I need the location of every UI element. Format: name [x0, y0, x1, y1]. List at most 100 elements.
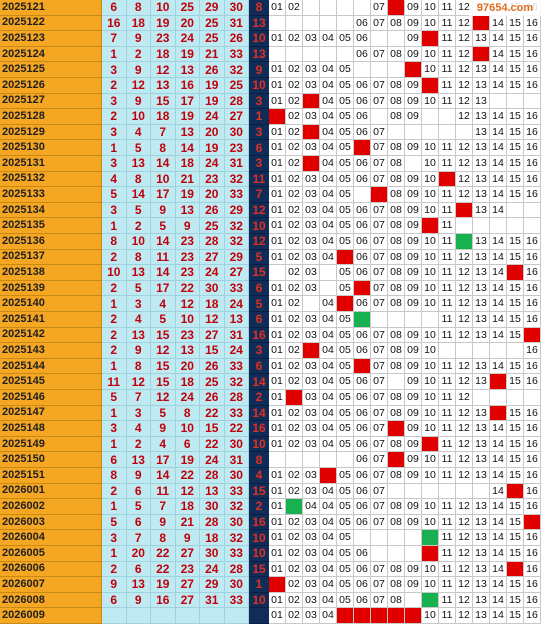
blue-ball-number: 16: [249, 514, 269, 531]
red-ball-number: 18: [126, 15, 151, 32]
trend-number-cell: 01: [269, 156, 286, 172]
red-ball-number: 10: [175, 421, 200, 437]
red-ball-number: 15: [151, 358, 176, 375]
trend-number-cell: 06: [354, 499, 371, 515]
trend-number-cell: [507, 343, 524, 359]
trend-number-cell: 04: [320, 249, 337, 266]
red-ball-number: 12: [200, 312, 225, 328]
trend-number-cell: 14: [490, 202, 507, 219]
red-ball-number: 5: [126, 280, 151, 297]
trend-number-cell: 11: [439, 280, 456, 297]
trend-number-cell: 14: [490, 530, 507, 546]
red-ball-number: 3: [102, 93, 127, 110]
trend-number-cell: 14: [490, 296, 507, 312]
trend-number-cell: 03: [303, 202, 320, 219]
red-ball-number: 32: [224, 171, 249, 188]
red-ball-number: 22: [224, 421, 249, 437]
trend-number-cell: [320, 280, 337, 297]
trend-number-cell: 08: [388, 280, 405, 297]
blue-hit-marker: [388, 608, 405, 624]
trend-number-cell: 15: [507, 249, 524, 266]
blue-hit-marker: [269, 109, 286, 125]
red-ball-number: 12: [151, 62, 176, 78]
trend-number-cell: 02: [286, 171, 303, 188]
trend-number-cell: 08: [388, 561, 405, 578]
trend-number-cell: 05: [337, 280, 354, 297]
trend-number-cell: 15: [507, 374, 524, 390]
table-row: 2025139 2 5 17 22 30 33 6 01 02 03 05 07 08 09 10 11 12 13…: [0, 280, 541, 297]
red-ball-number: 3: [102, 156, 127, 172]
trend-number-cell: 13: [473, 202, 490, 219]
trend-number-cell: 14: [490, 546, 507, 562]
trend-number-cell: 07: [371, 561, 388, 578]
red-ball-number: 19: [200, 78, 225, 94]
trend-number-cell: 06: [354, 218, 371, 234]
trend-number-cell: 16: [524, 171, 541, 188]
trend-number-cell: 12: [456, 358, 473, 375]
trend-number-cell: 08: [388, 358, 405, 375]
red-ball-number: 2: [102, 280, 127, 297]
trend-number-cell: 01: [269, 296, 286, 312]
red-ball-number: [151, 608, 176, 624]
trend-number-cell: 16: [524, 452, 541, 468]
red-ball-number: 25: [224, 78, 249, 94]
trend-number-cell: 13: [473, 265, 490, 281]
red-ball-number: 25: [200, 374, 225, 390]
red-ball-number: 14: [126, 187, 151, 203]
trend-number-cell: 11: [439, 327, 456, 344]
trend-number-cell: 09: [405, 249, 422, 266]
trend-number-cell: 02: [286, 592, 303, 609]
red-ball-number: 8: [126, 171, 151, 188]
trend-number-cell: 01: [269, 546, 286, 562]
red-ball-number: 25: [200, 15, 225, 32]
red-ball-number: 15: [151, 327, 176, 344]
red-ball-number: 13: [224, 312, 249, 328]
trend-number-cell: [371, 109, 388, 125]
blue-ball-number: 10: [249, 436, 269, 453]
blue-hit-marker: [422, 436, 439, 453]
trend-number-cell: 01: [269, 31, 286, 47]
trend-number-cell: [507, 93, 524, 110]
trend-number-cell: 15: [507, 31, 524, 47]
issue-number: 2025142: [0, 327, 102, 344]
trend-number-cell: 15: [507, 514, 524, 531]
trend-number-cell: [439, 124, 456, 141]
trend-number-cell: 01: [269, 234, 286, 250]
trend-number-cell: 14: [490, 15, 507, 32]
trend-number-cell: 14: [490, 312, 507, 328]
red-ball-number: 29: [224, 249, 249, 266]
red-ball-number: 1: [102, 499, 127, 515]
trend-number-cell: 13: [473, 358, 490, 375]
trend-number-cell: [456, 343, 473, 359]
trend-number-cell: 13: [473, 608, 490, 624]
trend-number-cell: [371, 62, 388, 78]
red-ball-number: 9: [151, 421, 176, 437]
red-ball-number: 11: [102, 374, 127, 390]
trend-number-cell: 12: [456, 514, 473, 531]
trend-number-cell: [490, 93, 507, 110]
trend-number-cell: 01: [269, 171, 286, 188]
trend-number-cell: 16: [524, 140, 541, 156]
trend-number-cell: 08: [388, 218, 405, 234]
trend-number-cell: 16: [524, 421, 541, 437]
trend-number-cell: 07: [371, 421, 388, 437]
trend-number-cell: 07: [371, 78, 388, 94]
table-row: 2025131 3 13 14 18 24 31 3 01 02 04 05 06 07 08 10 11 12 1…: [0, 156, 541, 172]
trend-number-cell: 10: [422, 327, 439, 344]
blue-hit-marker: [354, 312, 371, 328]
trend-number-cell: 13: [473, 374, 490, 390]
table-row: 2025148 3 4 9 10 15 22 16 01 02 03 04 05 06 07 09 10 11 12…: [0, 421, 541, 437]
trend-number-cell: 14: [490, 171, 507, 188]
table-row: 2026001 2 6 11 12 13 33 15 01 02 03 04 05 06 07 14 16: [0, 483, 541, 500]
trend-number-cell: 10: [422, 280, 439, 297]
trend-number-cell: 03: [303, 62, 320, 78]
blue-hit-marker: [422, 31, 439, 47]
trend-number-cell: 03: [303, 577, 320, 593]
trend-number-cell: 06: [354, 78, 371, 94]
trend-number-cell: 03: [303, 234, 320, 250]
trend-number-cell: 15: [507, 468, 524, 484]
trend-number-cell: 06: [354, 374, 371, 390]
red-ball-number: 2: [102, 312, 127, 328]
blue-hit-marker: [371, 187, 388, 203]
trend-number-cell: 12: [456, 390, 473, 406]
